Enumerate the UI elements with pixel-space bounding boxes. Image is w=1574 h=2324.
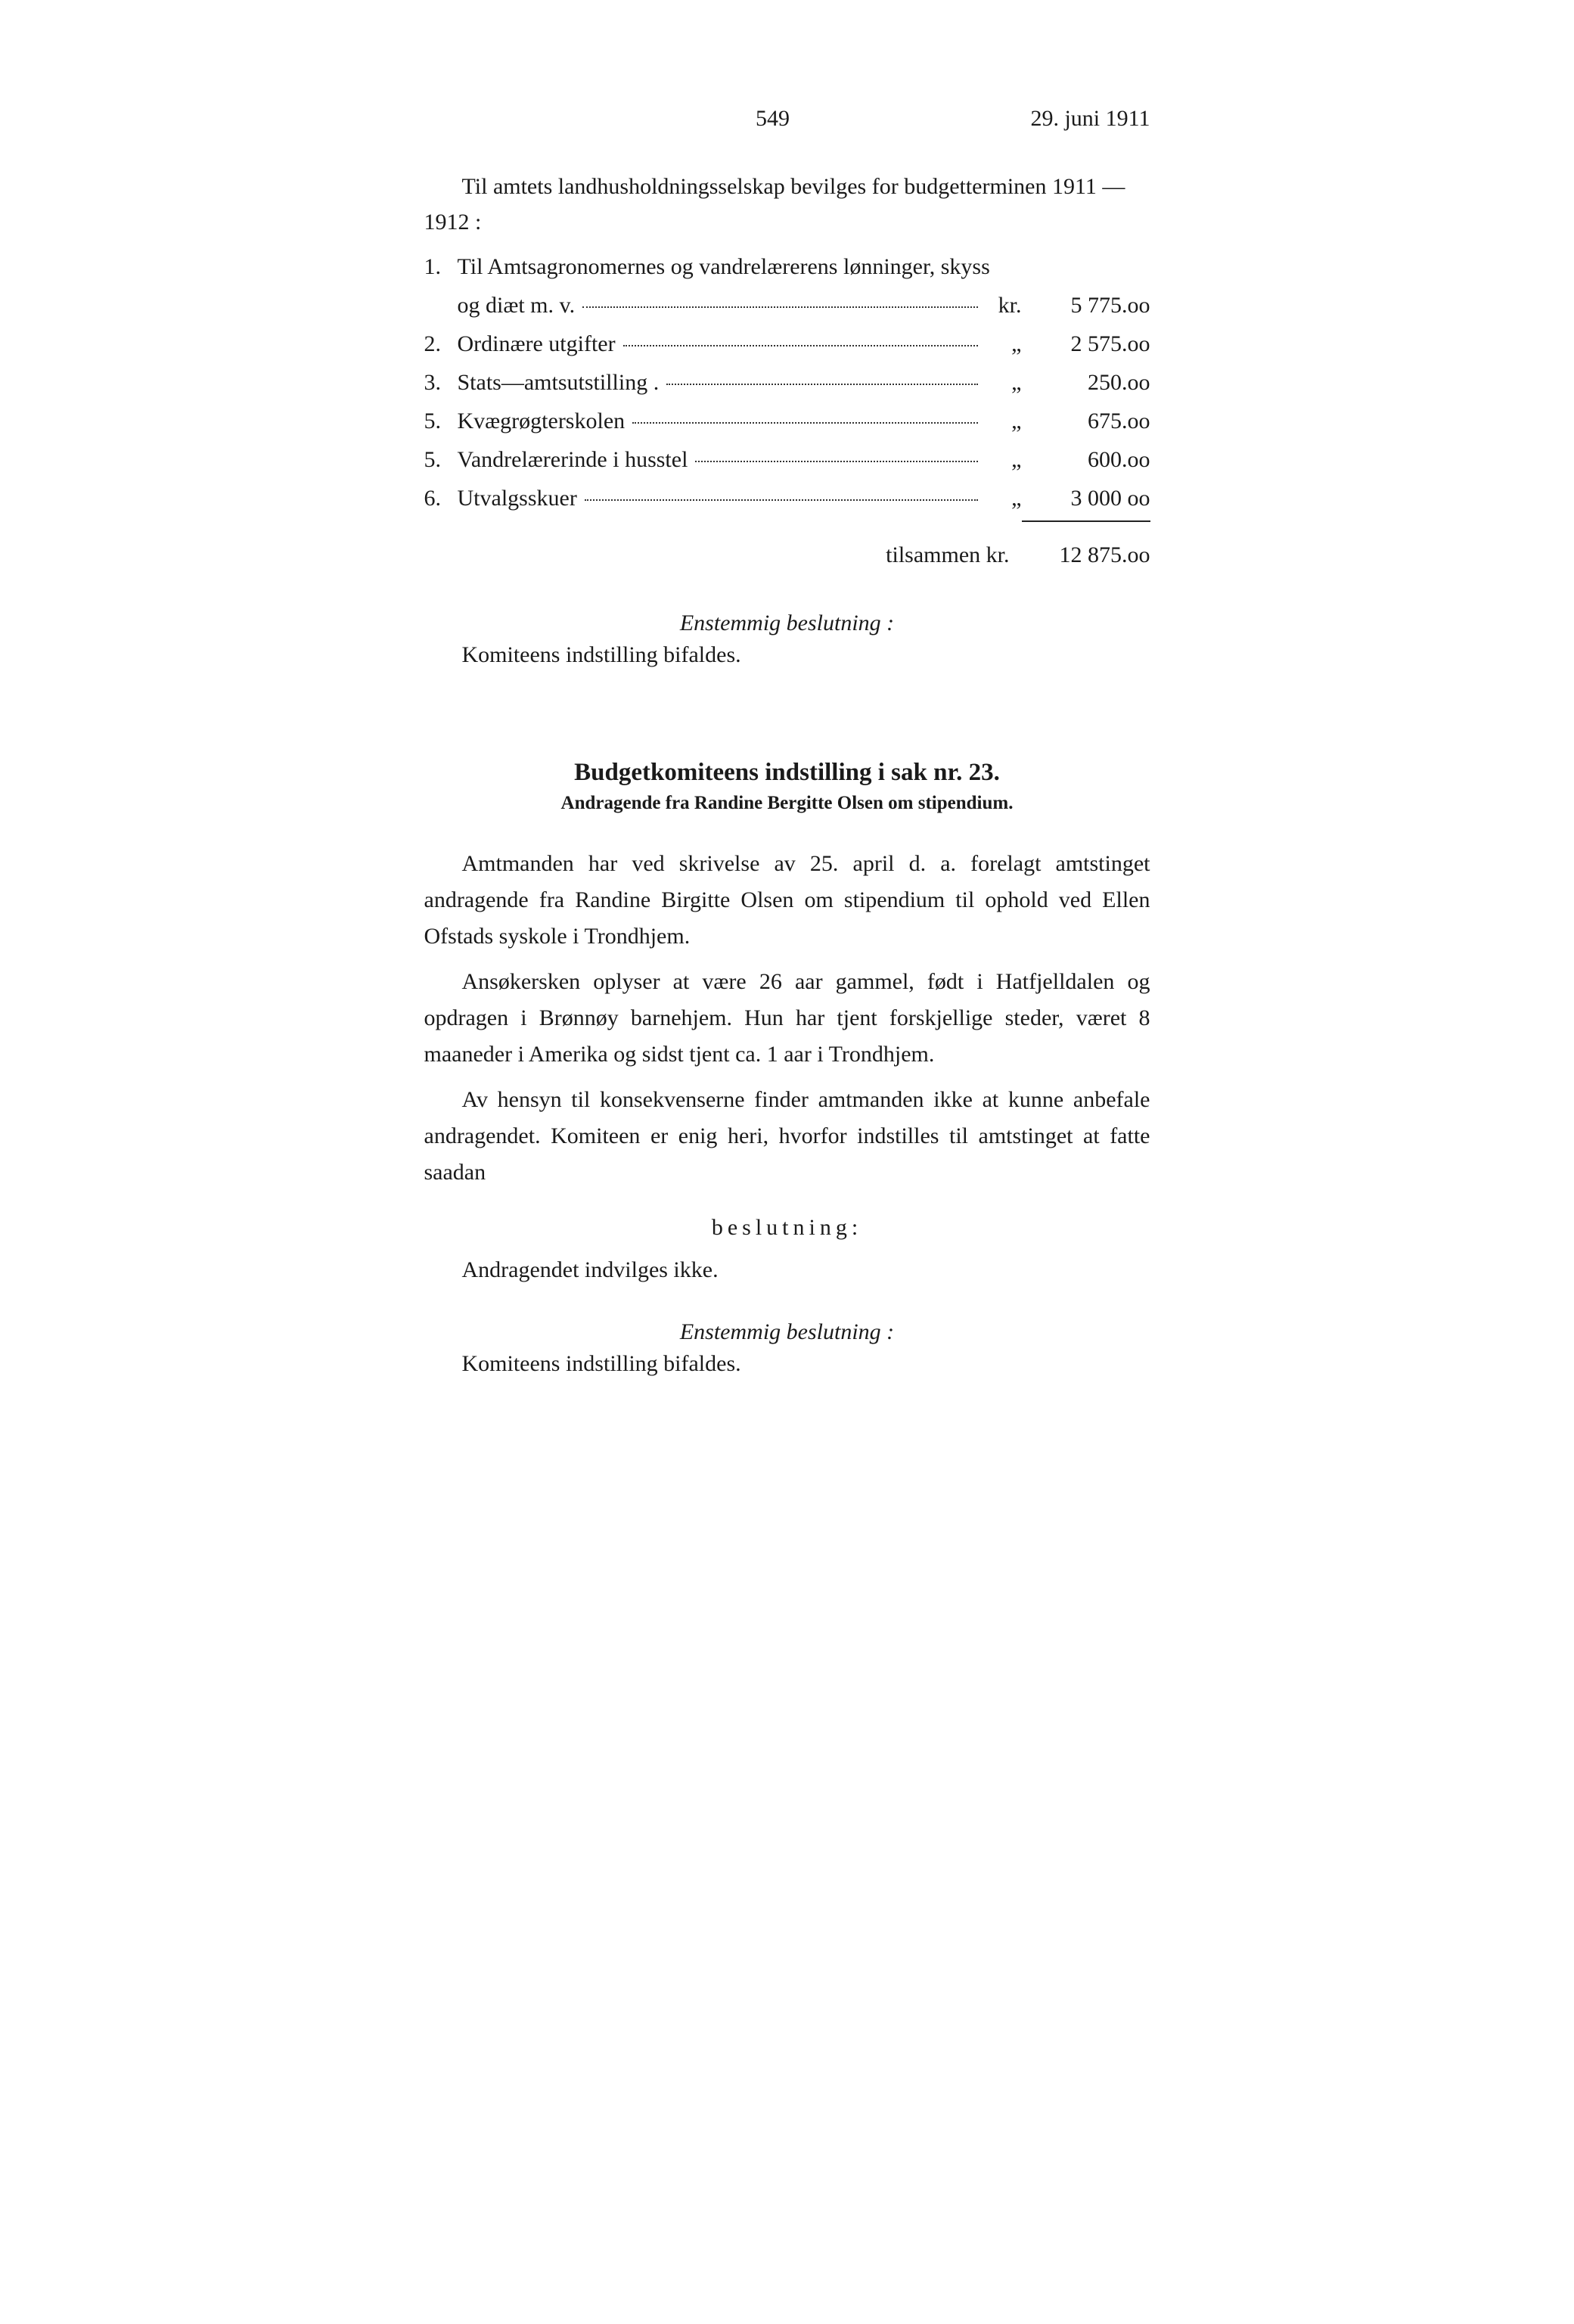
budget-item-number: 5. bbox=[424, 440, 458, 479]
leader-dots bbox=[666, 384, 977, 385]
intro-paragraph: Til amtets landhusholdningsselskap bevil… bbox=[424, 169, 1150, 240]
budget-item-unit: „ bbox=[986, 440, 1022, 479]
budget-item-unit: „ bbox=[986, 479, 1022, 517]
leader-dots bbox=[623, 345, 978, 346]
beslutning-heading: beslutning: bbox=[424, 1215, 1150, 1241]
budget-item-amount: 5 775.oo bbox=[1022, 286, 1150, 325]
budget-item-amount: 2 575.oo bbox=[1022, 325, 1150, 363]
resolution-text: Komiteens indstilling bifaldes. bbox=[424, 1351, 1150, 1377]
budget-item-amount: 250.oo bbox=[1022, 363, 1150, 402]
page-header: 549 29. juni 1911 bbox=[424, 106, 1150, 132]
document-page: 549 29. juni 1911 Til amtets landhushold… bbox=[258, 0, 1317, 1528]
body-paragraph: Amtmanden har ved skrivelse av 25. april… bbox=[424, 846, 1150, 955]
budget-item: og diæt m. v. kr. 5 775.oo bbox=[424, 286, 1150, 325]
budget-item-label: Stats—amtsutstilling . bbox=[458, 363, 660, 402]
budget-item-amount: 3 000 oo bbox=[1022, 479, 1150, 517]
section-subtitle: Andragende fra Randine Bergitte Olsen om… bbox=[424, 793, 1150, 814]
budget-total: tilsammen kr. 12 875.oo bbox=[424, 536, 1150, 574]
leader-dots bbox=[582, 306, 977, 308]
budget-item-label: og diæt m. v. bbox=[458, 286, 576, 325]
resolution-text: Komiteens indstilling bifaldes. bbox=[424, 642, 1150, 668]
budget-item-amount: 600.oo bbox=[1022, 440, 1150, 479]
budget-list: 1. Til Amtsagronomernes og vandrelæreren… bbox=[424, 247, 1150, 574]
resolution-heading: Enstemmig beslutning : bbox=[424, 1319, 1150, 1345]
section-title: Budgetkomiteens indstilling i sak nr. 23… bbox=[424, 759, 1150, 787]
page-date: 29. juni 1911 bbox=[1030, 106, 1150, 132]
budget-item-label: Kvægrøgterskolen bbox=[458, 402, 626, 440]
leader-dots bbox=[585, 499, 978, 501]
budget-total-rule bbox=[1022, 520, 1150, 522]
resolution-heading: Enstemmig beslutning : bbox=[424, 611, 1150, 636]
budget-item-label: Til Amtsagronomernes og vandrelærerens l… bbox=[458, 247, 990, 286]
budget-item-unit: kr. bbox=[986, 286, 1022, 325]
budget-item: 1. Til Amtsagronomernes og vandrelæreren… bbox=[424, 247, 1150, 286]
page-number: 549 bbox=[424, 106, 1031, 132]
budget-total-amount: 12 875.oo bbox=[1022, 536, 1150, 574]
budget-item: 5. Kvægrøgterskolen „ 675.oo bbox=[424, 402, 1150, 440]
leader-dots bbox=[632, 422, 977, 424]
budget-item-unit: „ bbox=[986, 325, 1022, 363]
budget-item-label: Ordinære utgifter bbox=[458, 325, 616, 363]
body-paragraph: Ansøkersken oplyser at være 26 aar gamme… bbox=[424, 964, 1150, 1073]
leader-dots bbox=[695, 461, 977, 462]
budget-item-unit: „ bbox=[986, 363, 1022, 402]
budget-item-label: Vandrelærerinde i husstel bbox=[458, 440, 688, 479]
body-paragraph: Av hensyn til konsekvenserne finder amtm… bbox=[424, 1082, 1150, 1191]
budget-item-number: 2. bbox=[424, 325, 458, 363]
budget-item-amount: 675.oo bbox=[1022, 402, 1150, 440]
budget-item-number: 3. bbox=[424, 363, 458, 402]
budget-total-label: tilsammen kr. bbox=[886, 536, 1009, 574]
decision-text: Andragendet indvilges ikke. bbox=[424, 1257, 1150, 1283]
budget-item: 6. Utvalgsskuer „ 3 000 oo bbox=[424, 479, 1150, 517]
budget-item-number: 5. bbox=[424, 402, 458, 440]
budget-item: 3. Stats—amtsutstilling . „ 250.oo bbox=[424, 363, 1150, 402]
budget-item-label: Utvalgsskuer bbox=[458, 479, 577, 517]
budget-item: 5. Vandrelærerinde i husstel „ 600.oo bbox=[424, 440, 1150, 479]
budget-item-unit: „ bbox=[986, 402, 1022, 440]
budget-item-number: 1. bbox=[424, 247, 458, 286]
budget-item-number: 6. bbox=[424, 479, 458, 517]
budget-item: 2. Ordinære utgifter „ 2 575.oo bbox=[424, 325, 1150, 363]
